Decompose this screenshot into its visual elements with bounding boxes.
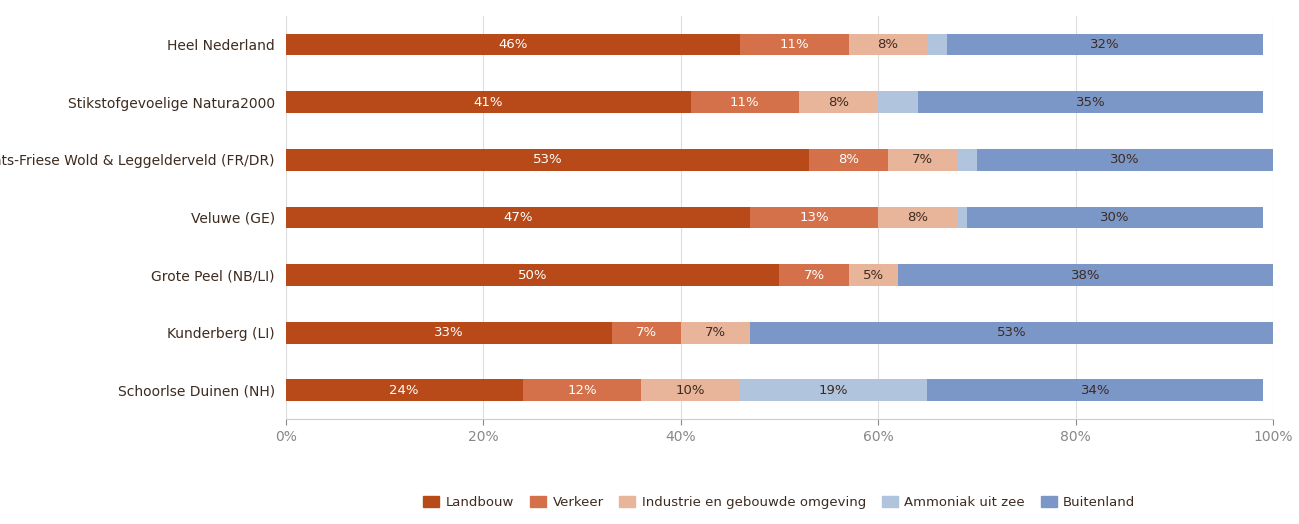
Text: 53%: 53% xyxy=(996,326,1026,339)
Legend: Landbouw, Verkeer, Industrie en gebouwde omgeving, Ammoniak uit zee, Buitenland: Landbouw, Verkeer, Industrie en gebouwde… xyxy=(418,490,1141,514)
Text: 34%: 34% xyxy=(1081,384,1111,397)
Text: 7%: 7% xyxy=(704,326,726,339)
Bar xyxy=(779,264,848,286)
Bar xyxy=(286,264,779,286)
Text: 12%: 12% xyxy=(568,384,596,397)
Bar xyxy=(286,91,691,113)
Text: 46%: 46% xyxy=(498,38,527,51)
Bar xyxy=(286,322,612,344)
Text: 10%: 10% xyxy=(675,384,705,397)
Bar xyxy=(740,34,848,56)
Text: 7%: 7% xyxy=(635,326,657,339)
Bar xyxy=(642,379,740,401)
Bar xyxy=(809,149,889,171)
Bar xyxy=(898,264,1273,286)
Text: 24%: 24% xyxy=(390,384,420,397)
Text: 8%: 8% xyxy=(878,38,899,51)
Bar xyxy=(612,322,681,344)
Text: 32%: 32% xyxy=(1090,38,1120,51)
Text: 35%: 35% xyxy=(1076,96,1105,108)
Bar xyxy=(957,206,966,228)
Text: 8%: 8% xyxy=(829,96,850,108)
Text: 41%: 41% xyxy=(473,96,503,108)
Text: 7%: 7% xyxy=(912,154,933,166)
Bar xyxy=(977,149,1273,171)
Bar xyxy=(848,34,927,56)
Bar xyxy=(750,322,1273,344)
Bar xyxy=(917,91,1263,113)
Bar xyxy=(966,206,1263,228)
Text: 8%: 8% xyxy=(838,154,859,166)
Bar xyxy=(799,91,878,113)
Text: 19%: 19% xyxy=(818,384,848,397)
Text: 11%: 11% xyxy=(779,38,809,51)
Bar xyxy=(681,322,750,344)
Text: 47%: 47% xyxy=(503,211,533,224)
Bar xyxy=(889,149,957,171)
Bar xyxy=(286,206,750,228)
Bar xyxy=(522,379,642,401)
Text: 5%: 5% xyxy=(863,269,883,281)
Text: 38%: 38% xyxy=(1070,269,1100,281)
Bar xyxy=(927,34,947,56)
Bar xyxy=(927,379,1263,401)
Text: 50%: 50% xyxy=(518,269,547,281)
Bar xyxy=(286,149,809,171)
Text: 53%: 53% xyxy=(533,154,562,166)
Text: 11%: 11% xyxy=(730,96,760,108)
Text: 30%: 30% xyxy=(1100,211,1130,224)
Bar xyxy=(750,206,878,228)
Bar xyxy=(740,379,927,401)
Text: 8%: 8% xyxy=(907,211,927,224)
Bar xyxy=(286,379,522,401)
Text: 33%: 33% xyxy=(434,326,464,339)
Bar xyxy=(691,91,799,113)
Text: 30%: 30% xyxy=(1111,154,1139,166)
Bar xyxy=(878,91,917,113)
Bar xyxy=(878,206,957,228)
Bar xyxy=(947,34,1263,56)
Text: 7%: 7% xyxy=(803,269,825,281)
Text: 13%: 13% xyxy=(799,211,829,224)
Bar xyxy=(848,264,898,286)
Bar xyxy=(957,149,977,171)
Bar xyxy=(286,34,740,56)
